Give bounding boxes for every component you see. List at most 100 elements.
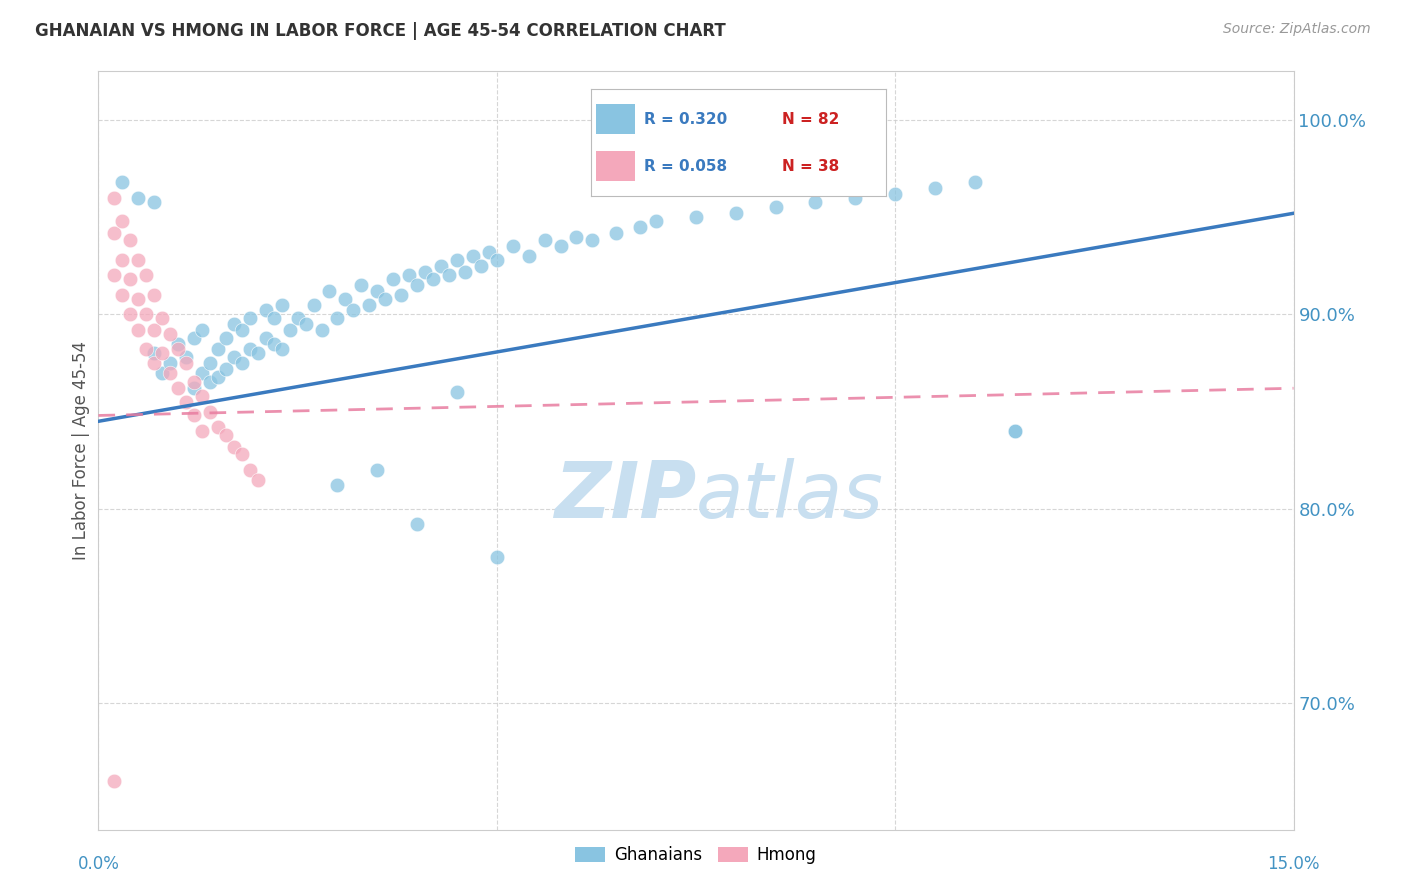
- Point: [174, 395, 197, 409]
- Point: [359, 298, 381, 312]
- Text: 0.0%: 0.0%: [77, 855, 120, 872]
- Point: [222, 317, 245, 331]
- Text: N = 82: N = 82: [782, 112, 839, 127]
- Point: [143, 346, 166, 360]
- Point: [437, 268, 460, 283]
- Point: [326, 478, 349, 492]
- Point: [191, 366, 214, 380]
- Point: [159, 366, 181, 380]
- Point: [470, 259, 492, 273]
- Text: R = 0.058: R = 0.058: [644, 159, 727, 174]
- Point: [446, 385, 468, 400]
- Point: [278, 323, 301, 337]
- Point: [150, 346, 173, 360]
- Point: [198, 404, 221, 418]
- Point: [311, 323, 333, 337]
- Point: [478, 245, 501, 260]
- Point: [406, 517, 429, 532]
- Point: [191, 424, 214, 438]
- Point: [111, 214, 134, 228]
- Point: [103, 268, 125, 283]
- Point: [111, 252, 134, 267]
- Point: [533, 234, 555, 248]
- Point: [724, 206, 747, 220]
- Point: [263, 336, 285, 351]
- Point: [287, 311, 309, 326]
- Point: [1004, 424, 1026, 438]
- Point: [198, 376, 221, 390]
- Point: [335, 292, 357, 306]
- Point: [485, 252, 508, 267]
- Text: ZIP: ZIP: [554, 458, 696, 534]
- Point: [215, 331, 238, 345]
- Point: [198, 356, 221, 370]
- Text: GHANAIAN VS HMONG IN LABOR FORCE | AGE 45-54 CORRELATION CHART: GHANAIAN VS HMONG IN LABOR FORCE | AGE 4…: [35, 22, 725, 40]
- Point: [167, 343, 190, 357]
- Point: [804, 194, 827, 209]
- Point: [454, 264, 477, 278]
- Point: [183, 331, 205, 345]
- Point: [183, 376, 205, 390]
- Text: N = 38: N = 38: [782, 159, 839, 174]
- Point: [191, 323, 214, 337]
- Point: [239, 463, 262, 477]
- Point: [111, 288, 134, 302]
- Text: R = 0.320: R = 0.320: [644, 112, 727, 127]
- Point: [231, 323, 253, 337]
- Point: [645, 214, 668, 228]
- Point: [502, 239, 524, 253]
- Point: [111, 175, 134, 189]
- Point: [565, 229, 588, 244]
- Point: [183, 381, 205, 395]
- Point: [254, 303, 277, 318]
- Point: [222, 440, 245, 454]
- Point: [120, 307, 142, 321]
- Point: [389, 288, 412, 302]
- Point: [103, 226, 125, 240]
- Point: [430, 259, 453, 273]
- Text: Source: ZipAtlas.com: Source: ZipAtlas.com: [1223, 22, 1371, 37]
- Point: [239, 311, 262, 326]
- Point: [127, 252, 149, 267]
- Point: [167, 336, 190, 351]
- Point: [270, 343, 292, 357]
- Point: [120, 234, 142, 248]
- Point: [685, 210, 707, 224]
- Point: [302, 298, 325, 312]
- Point: [143, 323, 166, 337]
- Point: [207, 369, 229, 384]
- Point: [222, 350, 245, 364]
- Point: [231, 447, 253, 461]
- Point: [844, 191, 866, 205]
- Point: [143, 194, 166, 209]
- Point: [127, 191, 149, 205]
- Point: [326, 311, 349, 326]
- Point: [550, 239, 572, 253]
- Point: [246, 346, 269, 360]
- Point: [581, 234, 603, 248]
- Point: [207, 343, 229, 357]
- Point: [246, 473, 269, 487]
- Point: [422, 272, 444, 286]
- Point: [366, 284, 388, 298]
- Point: [159, 356, 181, 370]
- Point: [884, 186, 907, 201]
- Point: [446, 252, 468, 267]
- Point: [318, 284, 340, 298]
- Point: [103, 774, 125, 789]
- Point: [1004, 424, 1026, 438]
- Point: [143, 356, 166, 370]
- Point: [127, 292, 149, 306]
- Point: [406, 278, 429, 293]
- Bar: [596, 104, 636, 134]
- Point: [215, 361, 238, 376]
- Point: [254, 331, 277, 345]
- Point: [120, 272, 142, 286]
- Point: [382, 272, 405, 286]
- Point: [963, 175, 986, 189]
- Point: [605, 226, 627, 240]
- Point: [924, 181, 946, 195]
- Point: [231, 356, 253, 370]
- Point: [215, 428, 238, 442]
- Point: [461, 249, 484, 263]
